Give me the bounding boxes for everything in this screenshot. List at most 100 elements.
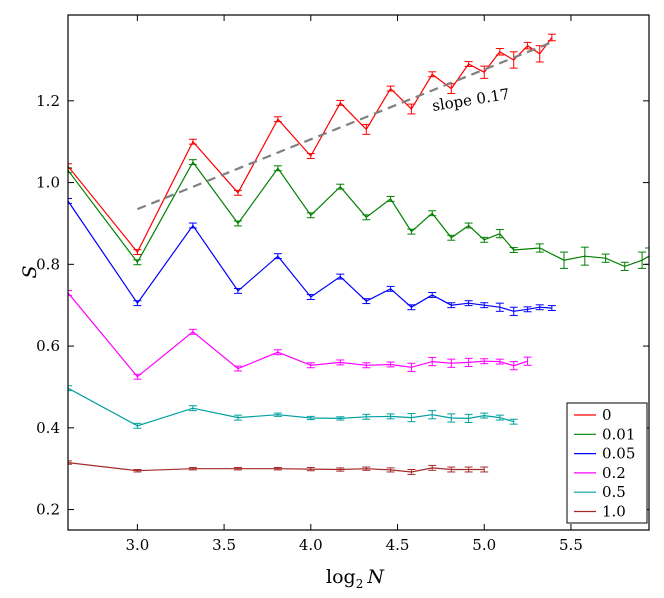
errorbar-2-10 bbox=[428, 292, 437, 298]
errorbar-4-11 bbox=[447, 413, 456, 423]
errorbar-2-16 bbox=[523, 306, 532, 313]
errorbar-1-15 bbox=[509, 247, 518, 253]
errorbar-3-13 bbox=[480, 358, 489, 365]
errorbar-0-1 bbox=[133, 249, 142, 256]
errorbar-5-2 bbox=[188, 466, 197, 471]
series-line-5 bbox=[68, 462, 485, 473]
errorbar-3-8 bbox=[386, 361, 395, 368]
errorbar-2-13 bbox=[480, 302, 489, 309]
y-tick-label-2: 0.6 bbox=[36, 337, 60, 355]
errorbar-0-13 bbox=[480, 65, 489, 79]
y-tick-label-1: 0.4 bbox=[36, 419, 60, 437]
errorbar-0-6 bbox=[336, 99, 345, 106]
legend: 00.01 0.050.20.5 1.0 bbox=[566, 402, 648, 524]
reference-line-layer bbox=[136, 40, 555, 211]
errorbar-5-11 bbox=[447, 466, 456, 473]
series-1 bbox=[68, 159, 649, 271]
errorbar-5-12 bbox=[464, 466, 473, 473]
x-tick-label-5: 5.5 bbox=[559, 536, 583, 554]
errorbar-4-6 bbox=[336, 416, 345, 421]
errorbar-5-8 bbox=[386, 467, 395, 473]
errorbar-2-15 bbox=[509, 306, 518, 316]
series-2 bbox=[68, 198, 556, 316]
errorbar-3-3 bbox=[233, 365, 242, 372]
y-tick-label-3: 0.8 bbox=[36, 255, 60, 273]
errorbar-3-5 bbox=[306, 362, 315, 369]
errorbar-2-3 bbox=[233, 287, 242, 294]
slope-annotation: slope 0.17 bbox=[431, 85, 511, 115]
errorbar-1-1 bbox=[133, 259, 142, 266]
errorbar-5-1 bbox=[133, 469, 142, 473]
series-line-4 bbox=[68, 387, 514, 427]
errorbar-1-6 bbox=[336, 183, 345, 190]
errorbar-0-0 bbox=[68, 163, 72, 170]
errorbar-5-13 bbox=[480, 466, 489, 473]
errorbar-2-0 bbox=[68, 198, 72, 204]
plot-frame bbox=[67, 14, 650, 531]
errorbar-1-12 bbox=[464, 222, 473, 229]
series-line-1 bbox=[68, 160, 649, 268]
errorbar-1-20 bbox=[620, 261, 629, 271]
errorbar-4-7 bbox=[362, 413, 371, 420]
legend-label-3: 0.2 bbox=[602, 464, 626, 482]
errorbar-4-12 bbox=[464, 413, 473, 424]
errorbar-2-14 bbox=[495, 302, 504, 312]
legend-label-2: 0.05 bbox=[602, 445, 635, 463]
errorbar-1-9 bbox=[407, 228, 416, 235]
errorbar-2-11 bbox=[447, 302, 456, 309]
errorbar-1-13 bbox=[480, 236, 489, 243]
errorbar-2-5 bbox=[306, 294, 315, 300]
errorbar-4-4 bbox=[273, 412, 282, 417]
errorbar-2-7 bbox=[362, 298, 371, 305]
slope-reference-line bbox=[136, 40, 555, 211]
legend-label-1: 0.01 bbox=[602, 425, 635, 443]
errorbar-3-6 bbox=[336, 359, 345, 366]
x-axis-title: log2 N bbox=[326, 566, 385, 591]
errorbar-0-3 bbox=[233, 189, 242, 196]
errorbar-1-17 bbox=[560, 251, 569, 269]
y-axis-title: S bbox=[19, 265, 41, 278]
errorbar-1-16 bbox=[535, 243, 544, 253]
errorbar-0-9 bbox=[407, 103, 416, 115]
errorbar-2-8 bbox=[386, 285, 395, 292]
errorbar-3-9 bbox=[407, 362, 416, 372]
errorbar-4-0 bbox=[68, 385, 72, 392]
errorbar-1-0 bbox=[68, 167, 72, 174]
errorbar-0-7 bbox=[362, 124, 371, 135]
errorbar-5-5 bbox=[306, 466, 315, 472]
x-tick-label-0: 3.0 bbox=[125, 536, 149, 554]
errorbar-2-18 bbox=[547, 305, 556, 312]
x-tick-label-1: 3.5 bbox=[212, 536, 236, 554]
series-line-0 bbox=[68, 37, 553, 254]
errorbar-2-1 bbox=[133, 300, 142, 307]
x-tick-label-3: 4.5 bbox=[386, 536, 410, 554]
legend-box bbox=[566, 402, 648, 524]
errorbar-3-15 bbox=[509, 361, 518, 371]
errorbar-2-4 bbox=[273, 253, 282, 260]
y-tick-label-5: 1.2 bbox=[36, 92, 60, 110]
errorbar-1-10 bbox=[428, 210, 437, 217]
errorbar-1-14 bbox=[495, 229, 504, 239]
x-axis-title-log: log bbox=[326, 566, 356, 588]
y-tick-label-0: 0.2 bbox=[36, 501, 60, 519]
legend-label-0: 0 bbox=[602, 406, 612, 424]
legend-label-5: 1.0 bbox=[602, 503, 626, 521]
errorbar-4-8 bbox=[386, 413, 395, 420]
errorbar-1-21 bbox=[638, 251, 647, 269]
errorbar-4-1 bbox=[133, 422, 142, 429]
errorbar-1-7 bbox=[362, 214, 371, 221]
series-3 bbox=[68, 289, 532, 380]
errorbar-3-12 bbox=[464, 357, 473, 368]
errorbar-5-3 bbox=[233, 466, 242, 471]
errorbar-1-5 bbox=[306, 212, 315, 219]
errorbar-1-18 bbox=[580, 246, 589, 266]
series-5 bbox=[68, 460, 489, 475]
errorbar-4-2 bbox=[188, 405, 197, 412]
errorbar-2-12 bbox=[464, 300, 473, 307]
errorbar-2-9 bbox=[407, 304, 416, 311]
errorbar-4-5 bbox=[306, 415, 315, 421]
errorbar-0-15 bbox=[509, 51, 518, 69]
errorbar-1-4 bbox=[273, 165, 282, 172]
errorbar-0-16 bbox=[523, 41, 532, 50]
